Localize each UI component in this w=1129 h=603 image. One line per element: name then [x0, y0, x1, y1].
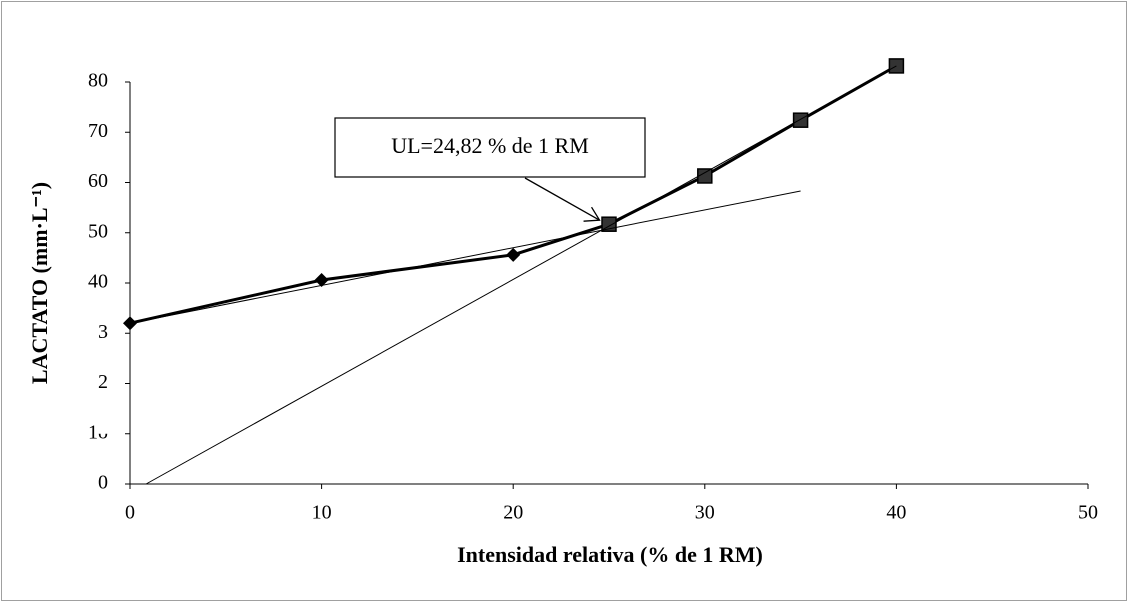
y-tick-label: 80	[88, 70, 108, 92]
x-tick-label: 40	[886, 502, 906, 524]
data-line	[129, 190, 801, 324]
x-tick-label: 0	[125, 502, 135, 524]
y-tick-label: 70	[88, 120, 108, 142]
point	[792, 112, 809, 128]
annotation-arrow	[524, 177, 600, 221]
y-tick-label: 50	[88, 220, 108, 242]
annotation-arrowhead	[583, 206, 601, 222]
x-tick-label: 10	[312, 502, 332, 524]
y-tick-label: 0	[98, 472, 108, 494]
x-tick-label: 30	[695, 502, 715, 524]
data-line	[145, 65, 897, 485]
data-line	[129, 222, 610, 325]
y-tick-label: 1ᴗ	[88, 421, 108, 443]
point	[506, 247, 521, 262]
point	[697, 168, 713, 184]
x-axis-title: Intensidad relativa (% de 1 RM)	[457, 542, 763, 567]
annotation-box	[334, 117, 646, 178]
y-tick-label: 40	[88, 271, 108, 293]
y-tick-label: 60	[88, 170, 108, 192]
point	[314, 272, 329, 287]
x-tick-label: 50	[1078, 502, 1098, 524]
annotation-text: UL=24,82 % de 1 RM	[391, 133, 589, 158]
y-tick-label: 3	[98, 321, 108, 343]
x-tick-label: 20	[503, 502, 523, 524]
y-axis-title: LACTATO (mm·L⁻¹)	[27, 182, 52, 384]
y-tick-label: 2	[98, 371, 108, 393]
